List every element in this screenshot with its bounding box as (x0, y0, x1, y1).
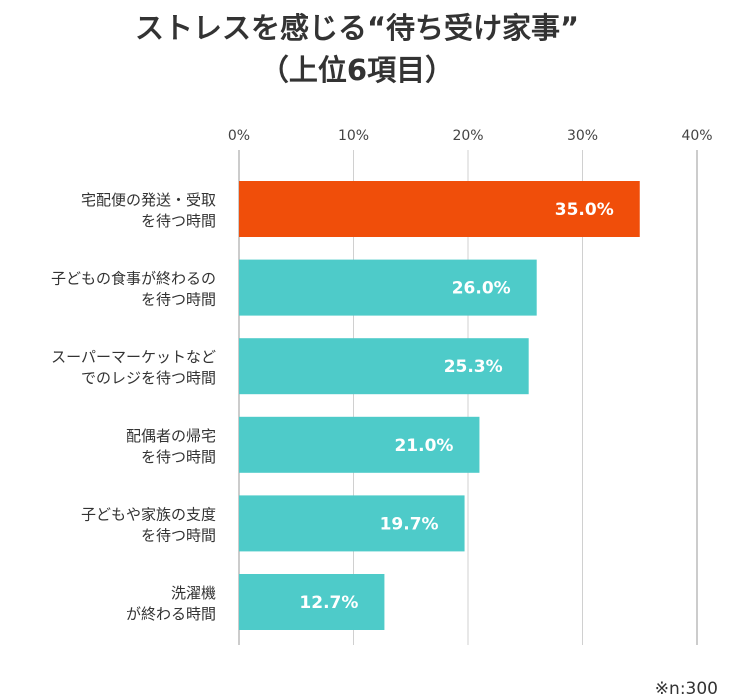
x-tick-label: 30% (567, 128, 598, 144)
x-tick-label: 20% (452, 128, 483, 144)
category-label: が終わる時間 (126, 605, 216, 623)
category-label: スーパーマーケットなど (51, 348, 216, 366)
bar-value-label: 26.0% (452, 279, 511, 299)
category-label: 子どもや家族の支度 (81, 505, 216, 523)
x-tick-label: 10% (338, 128, 369, 144)
category-label: 子どもの食事が終わるの (51, 270, 216, 288)
bar-value-label: 19.7% (380, 514, 439, 534)
bar (239, 181, 640, 237)
category-label: を待つ時間 (141, 526, 216, 544)
bar (239, 574, 385, 630)
category-label: を待つ時間 (141, 212, 216, 230)
category-label: を待つ時間 (141, 291, 216, 309)
bar (239, 495, 465, 552)
bar (239, 416, 480, 473)
category-label: 配偶者の帰宅 (126, 427, 216, 445)
x-tick-label: 0% (228, 128, 250, 144)
category-label: を待つ時間 (141, 448, 216, 466)
bar (239, 259, 537, 316)
category-label: 宅配便の発送・受取 (81, 191, 216, 209)
bar-value-label: 21.0% (394, 436, 453, 456)
x-tick-label: 40% (681, 128, 712, 144)
bar-value-label: 25.3% (444, 357, 503, 377)
bar-value-label: 35.0% (555, 200, 614, 220)
category-label: でのレジを待つ時間 (81, 369, 216, 387)
chart-title-line1: ストレスを感じる“待ち受け家事” (135, 11, 579, 45)
sample-size-note: ※n:300 (655, 679, 718, 699)
chart-title-line2: （上位6項目） (260, 53, 454, 87)
category-label: 洗濯機 (171, 584, 216, 602)
bar-value-label: 12.7% (299, 593, 358, 613)
bar (239, 338, 529, 395)
